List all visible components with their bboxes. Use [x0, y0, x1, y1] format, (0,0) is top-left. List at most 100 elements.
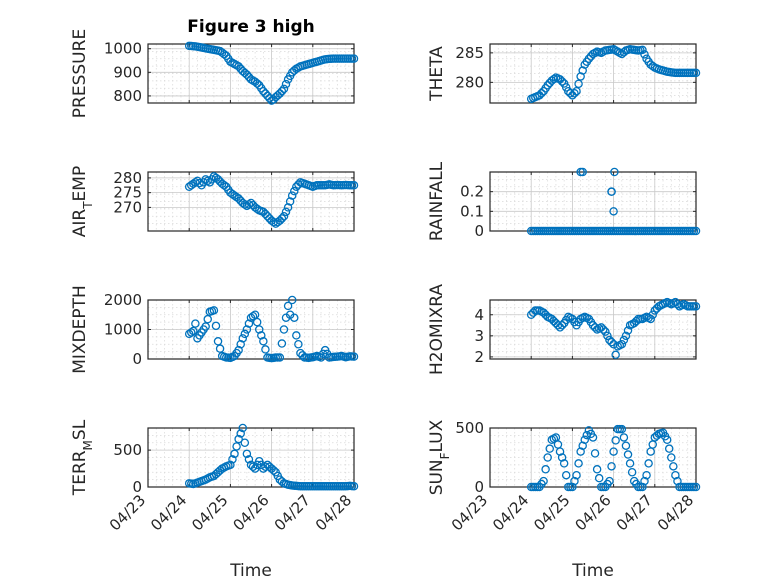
- data-point: [285, 197, 295, 206]
- data-point: [238, 423, 248, 433]
- data-point: [232, 442, 241, 451]
- data-point: [290, 313, 299, 322]
- y-tick-label: 0: [132, 350, 142, 368]
- data-point: [642, 470, 651, 480]
- data-point: [584, 54, 594, 64]
- data-point: [236, 429, 245, 438]
- data-point: [611, 436, 620, 445]
- data-point: [240, 438, 250, 447]
- data-point: [191, 319, 200, 328]
- data-point: [667, 453, 676, 462]
- y-tick-label: 4: [474, 306, 484, 324]
- data-point: [578, 167, 587, 177]
- data-point: [610, 167, 619, 177]
- y-tick-label: 280: [113, 169, 142, 187]
- data-point: [617, 424, 627, 434]
- subplot-h2omixra: 2 3 4 H2OMIXRA: [427, 284, 701, 375]
- data-point: [275, 353, 285, 362]
- data-point: [607, 462, 616, 471]
- y-tick-label: 0: [132, 478, 142, 496]
- x-axis-label: Time: [571, 561, 614, 581]
- y-tick-label: 0.2: [460, 183, 484, 201]
- data-point: [557, 321, 567, 330]
- data-point: [669, 462, 678, 471]
- data-point: [662, 435, 672, 445]
- data-point: [619, 433, 629, 442]
- y-tick-label: 280: [455, 73, 484, 91]
- data-point: [259, 337, 268, 346]
- data-point: [609, 207, 618, 216]
- data-point: [211, 321, 221, 331]
- data-point: [203, 176, 212, 186]
- data-point: [627, 467, 637, 477]
- data-point: [287, 295, 297, 305]
- data-point: [240, 329, 250, 339]
- x-axis-label: Time: [229, 561, 272, 581]
- data-point: [607, 337, 616, 347]
- y-axis-label: AIRTEMP: [70, 166, 95, 237]
- subplot-theta: 280 285 THETA: [427, 43, 701, 104]
- y-tick-label: 2: [474, 348, 484, 366]
- data-point: [283, 301, 293, 311]
- data-point: [257, 331, 266, 340]
- data-point: [252, 317, 262, 327]
- data-point: [617, 339, 627, 349]
- data-point: [607, 187, 616, 196]
- data-point: [621, 441, 631, 450]
- data-point: [349, 181, 359, 190]
- y-tick-label: 1000: [104, 321, 142, 339]
- y-tick-label: 1000: [104, 40, 142, 58]
- data-point: [570, 89, 579, 98]
- data-point: [592, 465, 602, 474]
- data-point: [557, 77, 567, 86]
- data-point: [609, 339, 618, 349]
- data-point: [648, 310, 657, 319]
- data-point: [555, 447, 565, 456]
- data-point: [673, 299, 682, 309]
- data-point: [601, 327, 610, 336]
- data-point: [570, 476, 579, 486]
- data-point: [549, 74, 559, 84]
- data-point: [559, 459, 569, 468]
- y-tick-label: 900: [113, 63, 142, 81]
- y-tick-label: 3: [474, 327, 484, 345]
- series-markers: [526, 297, 701, 360]
- data-point: [640, 50, 649, 59]
- subplot-rainfall: 0 0.10.2 RAINFALL: [427, 161, 701, 241]
- y-axis-label: THETA: [427, 46, 447, 102]
- data-point: [644, 459, 653, 468]
- data-point: [277, 339, 287, 348]
- data-point: [244, 319, 254, 328]
- data-point: [250, 310, 260, 319]
- data-point: [691, 226, 701, 236]
- data-point: [590, 323, 600, 332]
- data-point: [228, 455, 237, 464]
- data-point: [599, 325, 608, 334]
- data-point: [603, 331, 612, 341]
- y-tick-label: 500: [455, 419, 484, 437]
- data-point: [646, 314, 655, 324]
- data-point: [543, 453, 552, 462]
- data-point: [292, 331, 301, 340]
- data-point: [572, 470, 581, 480]
- data-point: [594, 473, 604, 483]
- data-point: [578, 441, 587, 450]
- data-point: [281, 207, 291, 217]
- data-point: [568, 482, 577, 492]
- data-point: [248, 462, 258, 471]
- data-point: [664, 444, 674, 453]
- data-point: [541, 465, 550, 474]
- data-point: [609, 447, 618, 456]
- data-point: [242, 70, 252, 79]
- data-point: [294, 339, 303, 349]
- axes-box: [147, 171, 355, 232]
- y-axis-label: MIXDEPTH: [70, 285, 90, 374]
- data-point: [242, 449, 252, 459]
- data-point: [265, 94, 274, 103]
- series-markers: [526, 45, 701, 104]
- data-point: [640, 476, 649, 486]
- data-point: [275, 89, 285, 98]
- data-point: [261, 345, 270, 354]
- data-point: [240, 200, 250, 209]
